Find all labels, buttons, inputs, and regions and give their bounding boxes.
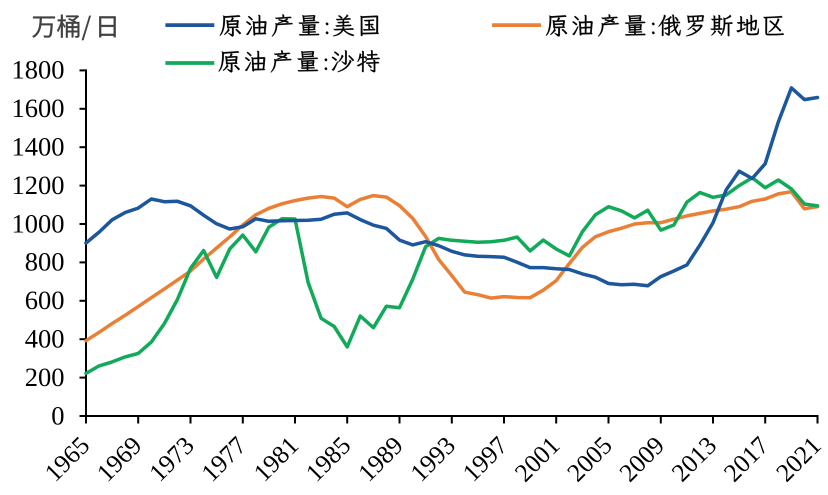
svg-text:1200: 1200 (12, 170, 65, 200)
svg-text:1000: 1000 (12, 208, 65, 238)
svg-text:0: 0 (51, 400, 64, 430)
svg-text:600: 600 (25, 285, 65, 315)
svg-text:400: 400 (25, 324, 65, 354)
svg-text:200: 200 (25, 362, 65, 392)
svg-text:1400: 1400 (12, 132, 65, 162)
svg-text:1800: 1800 (12, 55, 65, 85)
svg-text:800: 800 (25, 247, 65, 277)
svg-text:1600: 1600 (12, 93, 65, 123)
